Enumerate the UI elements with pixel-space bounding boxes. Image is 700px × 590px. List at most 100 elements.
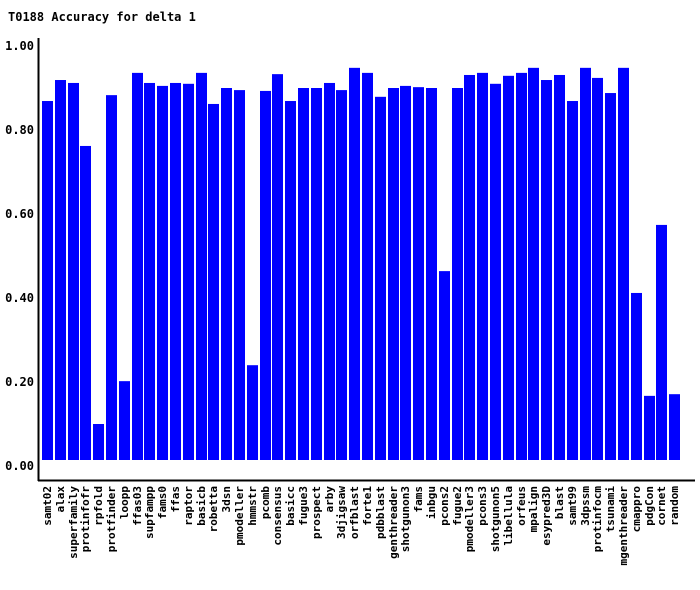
x-tick-label: pmodeller3 — [463, 486, 476, 552]
x-tick-label: protinfocm — [591, 486, 604, 553]
bar-shotgunon5 — [490, 83, 501, 461]
bar-pmodeller — [234, 90, 245, 460]
bar-robetta — [208, 103, 219, 461]
x-tick-label: cmappro — [630, 486, 643, 533]
x-tick-label: arby — [323, 486, 336, 513]
x-tick-label: pcomb — [259, 486, 272, 519]
x-tick-label: orfblast — [348, 486, 361, 539]
bars — [42, 67, 680, 461]
bar-tsunami — [605, 93, 616, 460]
bar-3dsn — [221, 88, 232, 460]
x-tick-label: genthreader — [387, 486, 400, 559]
x-tick-label: pcons3 — [476, 486, 489, 526]
bar-random — [669, 394, 680, 460]
bar-cmappro — [631, 292, 642, 460]
x-tick-label: pcons2 — [438, 486, 451, 526]
bar-orfeus — [516, 72, 527, 460]
x-tick-label: pmodeller — [233, 486, 246, 546]
y-axis-ticks: 0.00 0.20 0.40 0.60 0.80 1.00 — [5, 39, 34, 473]
bar-mpalign — [528, 67, 539, 460]
y-tick-label: 0.60 — [5, 207, 34, 221]
y-tick-label: 0.80 — [5, 123, 34, 137]
x-tick-label: robetta — [207, 486, 220, 532]
bar-inbgu — [426, 88, 437, 460]
x-tick-label: cornet — [655, 486, 668, 526]
bar-libellula — [503, 75, 514, 460]
bar-loopp — [119, 381, 130, 460]
x-tick-label: fams0 — [156, 486, 169, 519]
x-tick-label: 3dsn — [220, 486, 233, 513]
bar-cornet — [656, 224, 667, 460]
bar-shotgunon3 — [400, 85, 411, 461]
bar-rpfold — [93, 424, 104, 460]
bar-arby — [324, 82, 335, 461]
bar-3djigsaw — [336, 90, 347, 460]
x-tick-label: shotgunon3 — [399, 486, 412, 552]
bar-samt99 — [567, 101, 578, 461]
bar-protinfofr — [80, 145, 91, 460]
x-tick-label: alax — [54, 486, 67, 513]
bar-pdbblast — [375, 96, 386, 460]
bar-forte1 — [362, 72, 373, 460]
x-tick-label: ffas03 — [131, 486, 144, 526]
x-tick-label: loopp — [118, 486, 131, 519]
x-tick-label: random — [668, 486, 681, 526]
x-tick-label: inbgu — [425, 486, 438, 519]
x-tick-label: mgenthreader — [617, 486, 630, 566]
x-tick-label: raptor — [182, 486, 195, 526]
bar-alax — [55, 80, 66, 461]
x-tick-label: protfinder — [105, 486, 118, 553]
x-tick-label: basicb — [195, 486, 208, 526]
x-tick-label: protinfofr — [79, 486, 92, 553]
bar-basicc — [285, 101, 296, 461]
bar-samt02 — [42, 101, 53, 461]
x-tick-label: ffas — [169, 486, 182, 513]
x-tick-label: samt99 — [566, 486, 579, 526]
bar-fugue2 — [452, 88, 463, 460]
x-tick-label: fams — [412, 486, 425, 513]
x-tick-label: superfamily — [67, 486, 80, 559]
bar-esypred3D — [541, 80, 552, 461]
y-tick-label: 0.00 — [5, 459, 34, 473]
x-tick-label: prospect — [310, 486, 323, 539]
x-tick-label: supfampp — [143, 486, 156, 539]
bar-fams — [413, 87, 424, 460]
bar-prospect — [311, 88, 322, 460]
x-tick-label: shotgunon5 — [489, 486, 502, 552]
x-tick-label: rpfold — [92, 486, 105, 526]
bar-mgenthreader — [618, 67, 629, 460]
bar-hmmstr — [247, 365, 258, 460]
bar-pcomb — [260, 90, 271, 460]
bar-ffas — [170, 82, 181, 461]
bar-pdgCon — [644, 395, 655, 460]
bar-consensus — [272, 74, 283, 460]
bar-genthreader — [388, 88, 399, 460]
x-tick-label: samt02 — [41, 486, 54, 526]
x-tick-label: pdgCon — [643, 486, 656, 526]
x-tick-label: tsunami — [604, 486, 617, 533]
bar-blast — [554, 74, 565, 460]
bar-basicb — [196, 72, 207, 460]
bar-orfblast — [349, 67, 360, 460]
bar-superfamily — [68, 82, 79, 461]
bar-protfinder — [106, 95, 117, 460]
y-tick-label: 1.00 — [5, 39, 34, 53]
x-tick-label: libellula — [502, 486, 515, 546]
x-tick-label: consensus — [271, 486, 284, 546]
bar-fams0 — [157, 85, 168, 461]
x-tick-label: 3dpssm — [579, 486, 592, 526]
x-tick-label: forte1 — [361, 486, 374, 526]
bar-pmodeller3 — [464, 74, 475, 460]
x-tick-label: 3djigsaw — [335, 486, 348, 539]
y-tick-label: 0.20 — [5, 375, 34, 389]
x-tick-label: esypred3D — [540, 486, 553, 546]
x-tick-label: mpalign — [527, 486, 540, 532]
bar-raptor — [183, 83, 194, 461]
x-tick-label: fugue3 — [297, 486, 310, 526]
bar-3dpssm — [580, 67, 591, 460]
y-tick-label: 0.40 — [5, 291, 34, 305]
x-tick-label: pdbblast — [374, 486, 387, 539]
x-tick-label: blast — [553, 486, 566, 519]
x-tick-label: orfeus — [515, 486, 528, 526]
